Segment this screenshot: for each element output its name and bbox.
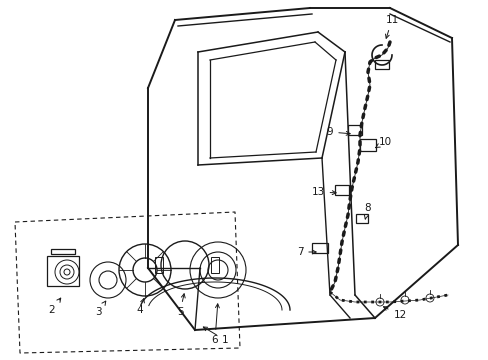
Bar [51, 249, 75, 254]
Text: 5: 5 [176, 294, 185, 317]
Bar [311, 243, 327, 253]
Bar [347, 125, 361, 135]
Bar [210, 257, 219, 273]
Text: 6: 6 [211, 304, 219, 345]
Text: 4: 4 [137, 299, 144, 315]
Text: 12: 12 [383, 307, 406, 320]
Text: 7: 7 [296, 247, 315, 257]
Bar [47, 256, 79, 286]
Bar [355, 214, 367, 223]
Text: 13: 13 [311, 187, 335, 197]
Bar [155, 257, 163, 273]
Text: 3: 3 [95, 301, 105, 317]
Text: 11: 11 [385, 15, 398, 38]
Bar [334, 185, 348, 195]
Text: 1: 1 [203, 327, 228, 345]
Text: 9: 9 [326, 127, 349, 137]
Text: 2: 2 [49, 298, 61, 315]
Text: 8: 8 [364, 203, 370, 219]
Text: 10: 10 [375, 137, 391, 148]
Bar [374, 60, 388, 69]
Bar [359, 139, 375, 151]
